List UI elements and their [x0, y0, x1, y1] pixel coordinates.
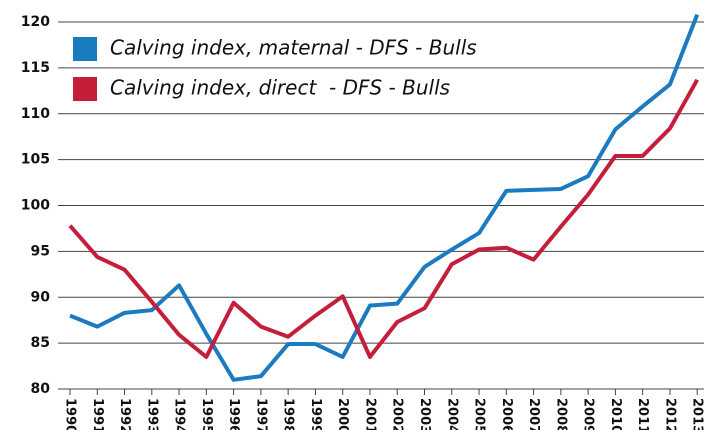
x-tick-label: 2002 — [390, 398, 405, 430]
x-tick-label: 1993 — [144, 398, 159, 430]
legend-swatch — [73, 37, 97, 61]
x-tick-label: 1990 — [63, 398, 78, 430]
x-tick-label: 2005 — [472, 398, 487, 430]
x-tick-label: 1991 — [90, 398, 105, 430]
y-tick-label: 115 — [21, 60, 50, 76]
y-tick-label: 100 — [21, 198, 50, 214]
x-tick-label: 1998 — [281, 398, 296, 430]
y-tick-label: 85 — [31, 335, 50, 351]
x-tick-label: 2010 — [608, 398, 623, 430]
y-tick-label: 105 — [21, 152, 50, 168]
x-tick-label: 2003 — [417, 398, 432, 430]
legend-label: Calving index, direct - DFS - Bulls — [110, 76, 450, 100]
x-tick-label: 1995 — [199, 398, 214, 430]
x-tick-label: 1997 — [253, 398, 268, 430]
x-tick-label: 1992 — [117, 398, 132, 430]
y-tick-label: 95 — [31, 243, 50, 259]
x-tick-label: 2011 — [635, 398, 650, 430]
x-tick-label: 1996 — [226, 398, 241, 430]
x-tick-label: 2013 — [690, 398, 704, 430]
x-tick-label: 2008 — [553, 398, 568, 430]
legend-label: Calving index, maternal - DFS - Bulls — [110, 36, 477, 60]
x-tick-label: 2006 — [499, 398, 514, 430]
legend-swatch — [73, 77, 97, 101]
series-line — [68, 78, 699, 359]
x-tick-label: 1994 — [172, 398, 187, 430]
x-tick-label: 1999 — [308, 398, 323, 430]
x-tick-label: 2001 — [362, 398, 377, 430]
y-tick-label: 80 — [31, 381, 51, 397]
y-tick-label: 90 — [31, 289, 51, 305]
series-line — [69, 13, 700, 382]
x-tick-label: 2007 — [526, 398, 541, 430]
x-tick-label: 2000 — [335, 398, 350, 430]
x-tick-label: 2004 — [444, 398, 459, 430]
x-tick-label: 2009 — [581, 398, 596, 430]
x-tick-label: 2012 — [662, 398, 677, 430]
y-tick-label: 110 — [21, 106, 50, 122]
y-tick-label: 120 — [21, 14, 50, 30]
